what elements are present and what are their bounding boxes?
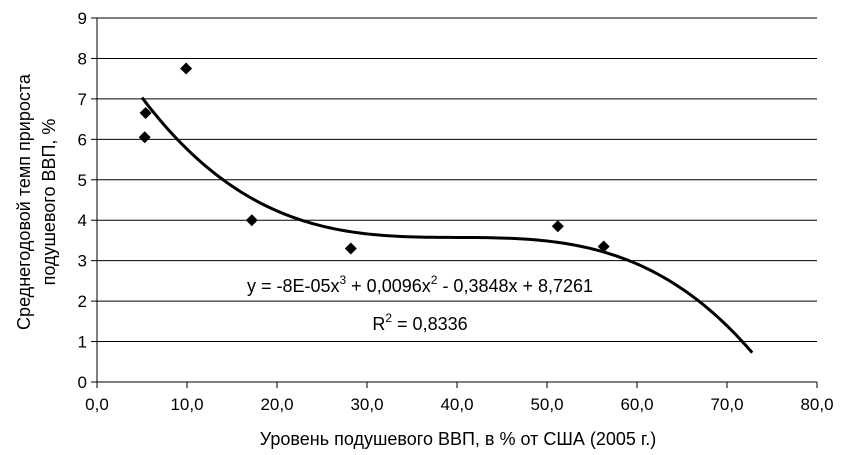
trendline-equation: y = -8E-05x3 + 0,0096x2 - 0,3848x + 8,72… (247, 273, 593, 296)
y-tick-label: 7 (78, 90, 87, 109)
tick-labels: 0 1 2 3 4 5 6 7 8 9 0,0 10,0 20,0 30,0 40,0 50,0 60,0 70,… (78, 9, 834, 414)
data-point-diamond (551, 220, 564, 233)
x-tick-label: 70,0 (710, 395, 743, 414)
x-tick-label: 80,0 (800, 395, 833, 414)
y-tick-label: 6 (78, 130, 87, 149)
x-axis-title: Уровень подушевого ВВП, в % от США (2005… (260, 429, 657, 449)
trendline (140, 96, 754, 354)
axes (91, 17, 818, 388)
y-tick-label: 3 (78, 252, 87, 271)
r-squared-label: R2 = 0,8336 (372, 311, 467, 334)
data-point-diamond (138, 131, 151, 144)
data-point-diamond (139, 107, 152, 120)
x-tick-label: 40,0 (440, 395, 473, 414)
x-tick-label: 20,0 (260, 395, 293, 414)
y-tick-label: 1 (78, 333, 87, 352)
x-tick-label: 10,0 (170, 395, 203, 414)
data-point-diamond (180, 62, 193, 75)
gridlines (97, 17, 817, 343)
data-point-diamond (344, 242, 357, 255)
y-tick-label: 4 (78, 211, 87, 230)
y-tick-label: 5 (78, 171, 87, 190)
y-tick-label: 9 (78, 9, 87, 28)
y-tick-label: 0 (78, 373, 87, 392)
data-point-diamond (597, 240, 610, 253)
x-tick-label: 0,0 (85, 395, 109, 414)
y-tick-label: 2 (78, 292, 87, 311)
x-tick-label: 50,0 (530, 395, 563, 414)
y-axis-title-line1: Среднегодовой темп прироста (14, 73, 34, 330)
x-tick-label: 30,0 (350, 395, 383, 414)
x-tick-label: 60,0 (620, 395, 653, 414)
data-points (138, 62, 610, 255)
y-tick-label: 8 (78, 49, 87, 68)
data-point-diamond (245, 214, 258, 227)
y-axis-title-line2: подушевого ВВП, % (39, 119, 59, 286)
